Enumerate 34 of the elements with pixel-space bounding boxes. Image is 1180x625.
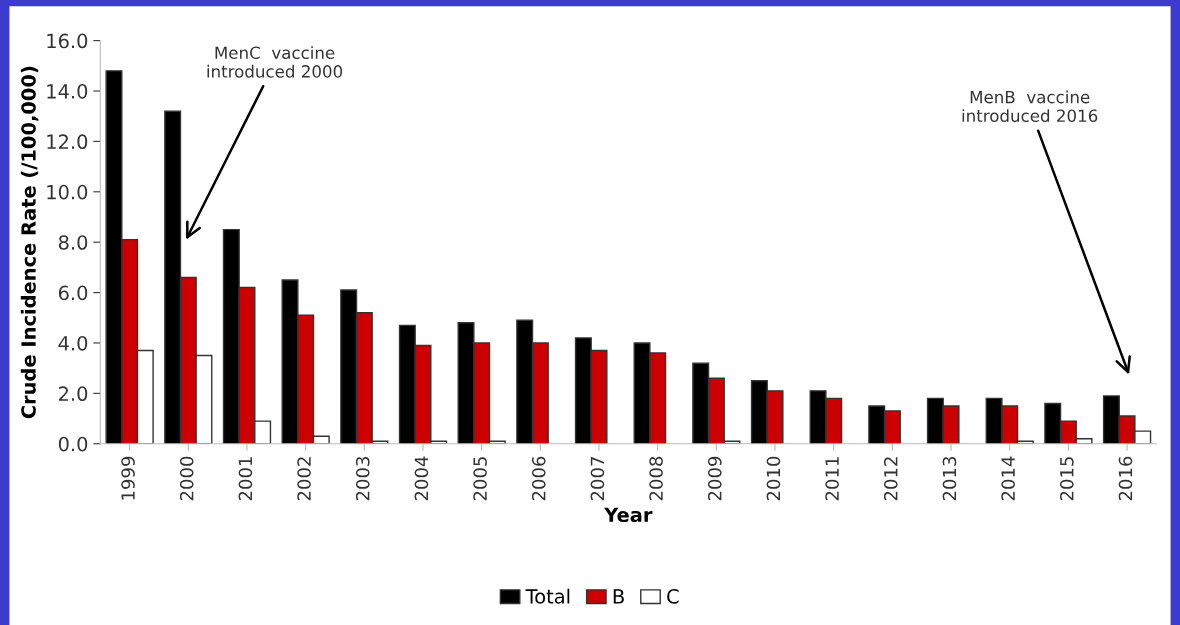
legend-label: C bbox=[667, 589, 679, 604]
y-tick-label: 0.0 bbox=[58, 436, 88, 452]
y-axis-title: Crude Incidence Rate (/100,000) bbox=[20, 66, 39, 419]
y-tick-label: 4.0 bbox=[58, 335, 88, 351]
y-tick-label: 10.0 bbox=[47, 184, 88, 200]
y-tick-label: 8.0 bbox=[58, 235, 88, 250]
x-tick-label: 2009 bbox=[707, 456, 722, 501]
y-tick-label: 12.0 bbox=[47, 134, 88, 150]
x-tick-label: 2016 bbox=[1118, 456, 1133, 501]
x-tick-label: 2006 bbox=[531, 456, 546, 501]
annotation: MenC vaccine introduced 2000 bbox=[207, 46, 343, 78]
x-tick-label: 2008 bbox=[649, 456, 663, 501]
legend-label: B bbox=[613, 589, 624, 604]
x-tick-label: 2014 bbox=[1001, 456, 1015, 501]
legend-label: Total bbox=[525, 588, 570, 604]
x-axis-title: Year bbox=[604, 507, 653, 523]
x-tick-label: 2005 bbox=[473, 457, 487, 501]
x-tick-label: 2010 bbox=[766, 456, 781, 501]
y-tick-label: 6.0 bbox=[58, 285, 88, 301]
x-tick-label: 2000 bbox=[179, 456, 194, 501]
y-tick-label: 16.0 bbox=[47, 33, 88, 49]
x-tick-label: 2013 bbox=[942, 457, 957, 501]
y-tick-label: 2.0 bbox=[59, 386, 88, 402]
x-tick-label: 2011 bbox=[825, 457, 839, 501]
x-tick-label: 2015 bbox=[1059, 457, 1074, 501]
x-tick-label: 2012 bbox=[883, 457, 898, 501]
y-tick-label: 14.0 bbox=[47, 83, 88, 99]
x-tick-label: 2007 bbox=[590, 457, 605, 501]
annotation: MenB vaccine introduced 2016 bbox=[962, 90, 1098, 123]
x-tick-label: 2004 bbox=[414, 456, 429, 501]
x-tick-label: 2002 bbox=[297, 457, 311, 501]
x-tick-label: 2003 bbox=[355, 457, 370, 501]
x-tick-label: 1999 bbox=[121, 456, 135, 500]
x-tick-label: 2001 bbox=[238, 457, 253, 501]
